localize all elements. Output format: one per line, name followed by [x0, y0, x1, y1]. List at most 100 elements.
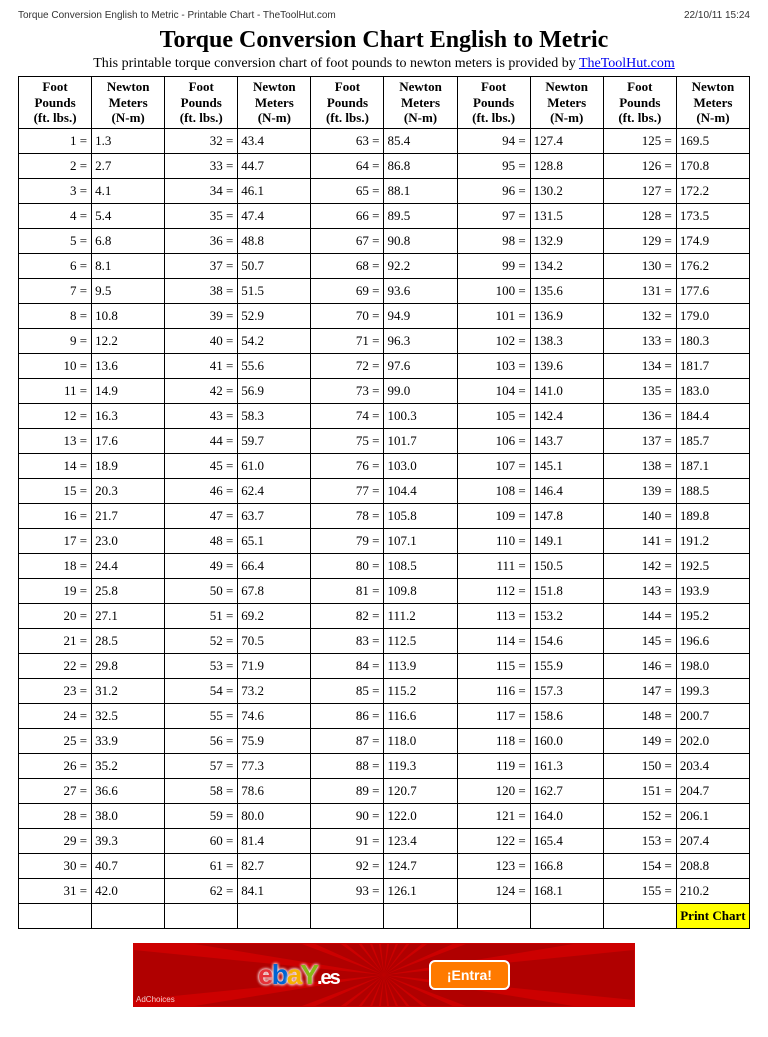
cell-nm: 181.7	[676, 353, 749, 378]
cell-ftlbs: 149 =	[603, 728, 676, 753]
cell-ftlbs: 32 =	[165, 128, 238, 153]
empty-cell	[384, 903, 457, 928]
cell-nm: 196.6	[676, 628, 749, 653]
cell-nm: 66.4	[238, 553, 311, 578]
cell-ftlbs: 11 =	[19, 378, 92, 403]
cell-nm: 158.6	[530, 703, 603, 728]
cell-ftlbs: 125 =	[603, 128, 676, 153]
cell-ftlbs: 106 =	[457, 428, 530, 453]
cell-nm: 93.6	[384, 278, 457, 303]
source-link[interactable]: TheToolHut.com	[579, 56, 675, 71]
cell-ftlbs: 49 =	[165, 553, 238, 578]
cell-ftlbs: 53 =	[165, 653, 238, 678]
cell-nm: 109.8	[384, 578, 457, 603]
cell-ftlbs: 5 =	[19, 228, 92, 253]
print-chart-button[interactable]: Print Chart	[676, 903, 749, 928]
cell-nm: 154.6	[530, 628, 603, 653]
cell-nm: 198.0	[676, 653, 749, 678]
cell-ftlbs: 147 =	[603, 678, 676, 703]
cell-nm: 210.2	[676, 878, 749, 903]
cell-ftlbs: 35 =	[165, 203, 238, 228]
cell-nm: 100.3	[384, 403, 457, 428]
table-row: 26 =35.257 =77.388 =119.3119 =161.3150 =…	[19, 753, 750, 778]
cell-ftlbs: 79 =	[311, 528, 384, 553]
cell-nm: 89.5	[384, 203, 457, 228]
cell-ftlbs: 77 =	[311, 478, 384, 503]
cell-nm: 145.1	[530, 453, 603, 478]
table-row: 22 =29.853 =71.984 =113.9115 =155.9146 =…	[19, 653, 750, 678]
cell-nm: 28.5	[92, 628, 165, 653]
cell-ftlbs: 33 =	[165, 153, 238, 178]
table-row: 20 =27.151 =69.282 =111.2113 =153.2144 =…	[19, 603, 750, 628]
cell-ftlbs: 118 =	[457, 728, 530, 753]
cell-ftlbs: 94 =	[457, 128, 530, 153]
cell-nm: 170.8	[676, 153, 749, 178]
cell-nm: 150.5	[530, 553, 603, 578]
cell-nm: 71.9	[238, 653, 311, 678]
cell-nm: 38.0	[92, 803, 165, 828]
cell-ftlbs: 84 =	[311, 653, 384, 678]
adchoices-label[interactable]: AdChoices	[136, 995, 175, 1004]
col-header-nm: NewtonMeters(N-m)	[92, 77, 165, 129]
cell-nm: 16.3	[92, 403, 165, 428]
cell-ftlbs: 85 =	[311, 678, 384, 703]
cell-nm: 84.1	[238, 878, 311, 903]
empty-cell	[311, 903, 384, 928]
cell-nm: 50.7	[238, 253, 311, 278]
cell-ftlbs: 52 =	[165, 628, 238, 653]
table-row: 8 =10.839 =52.970 =94.9101 =136.9132 =17…	[19, 303, 750, 328]
cell-nm: 56.9	[238, 378, 311, 403]
cell-ftlbs: 41 =	[165, 353, 238, 378]
cell-ftlbs: 143 =	[603, 578, 676, 603]
table-row: 31 =42.062 =84.193 =126.1124 =168.1155 =…	[19, 878, 750, 903]
cell-ftlbs: 82 =	[311, 603, 384, 628]
cell-ftlbs: 67 =	[311, 228, 384, 253]
cell-ftlbs: 116 =	[457, 678, 530, 703]
cell-nm: 199.3	[676, 678, 749, 703]
cell-nm: 73.2	[238, 678, 311, 703]
cell-nm: 111.2	[384, 603, 457, 628]
cell-ftlbs: 100 =	[457, 278, 530, 303]
cell-ftlbs: 115 =	[457, 653, 530, 678]
cell-ftlbs: 83 =	[311, 628, 384, 653]
cell-nm: 97.6	[384, 353, 457, 378]
cell-ftlbs: 126 =	[603, 153, 676, 178]
cell-nm: 116.6	[384, 703, 457, 728]
table-row: 27 =36.658 =78.689 =120.7120 =162.7151 =…	[19, 778, 750, 803]
cell-ftlbs: 21 =	[19, 628, 92, 653]
cell-ftlbs: 7 =	[19, 278, 92, 303]
cell-ftlbs: 37 =	[165, 253, 238, 278]
cell-nm: 78.6	[238, 778, 311, 803]
cell-ftlbs: 48 =	[165, 528, 238, 553]
cell-nm: 58.3	[238, 403, 311, 428]
cell-ftlbs: 76 =	[311, 453, 384, 478]
table-row: 25 =33.956 =75.987 =118.0118 =160.0149 =…	[19, 728, 750, 753]
ad-banner[interactable]: ebaY.es ¡Entra! AdChoices	[133, 943, 635, 1007]
cell-nm: 5.4	[92, 203, 165, 228]
cell-ftlbs: 51 =	[165, 603, 238, 628]
cell-ftlbs: 71 =	[311, 328, 384, 353]
logo-suffix: .es	[317, 967, 339, 989]
cell-nm: 35.2	[92, 753, 165, 778]
banner-cta-button[interactable]: ¡Entra!	[429, 960, 510, 990]
cell-nm: 25.8	[92, 578, 165, 603]
cell-nm: 70.5	[238, 628, 311, 653]
cell-ftlbs: 47 =	[165, 503, 238, 528]
cell-nm: 188.5	[676, 478, 749, 503]
cell-nm: 77.3	[238, 753, 311, 778]
cell-nm: 118.0	[384, 728, 457, 753]
cell-ftlbs: 54 =	[165, 678, 238, 703]
table-row: 16 =21.747 =63.778 =105.8109 =147.8140 =…	[19, 503, 750, 528]
cell-ftlbs: 43 =	[165, 403, 238, 428]
cell-ftlbs: 114 =	[457, 628, 530, 653]
cell-nm: 39.3	[92, 828, 165, 853]
cell-ftlbs: 136 =	[603, 403, 676, 428]
subtitle-text: This printable torque conversion chart o…	[93, 56, 579, 71]
cell-ftlbs: 135 =	[603, 378, 676, 403]
cell-nm: 139.6	[530, 353, 603, 378]
cell-ftlbs: 61 =	[165, 853, 238, 878]
cell-nm: 69.2	[238, 603, 311, 628]
logo-letter: Y	[300, 959, 317, 990]
cell-nm: 202.0	[676, 728, 749, 753]
cell-ftlbs: 132 =	[603, 303, 676, 328]
